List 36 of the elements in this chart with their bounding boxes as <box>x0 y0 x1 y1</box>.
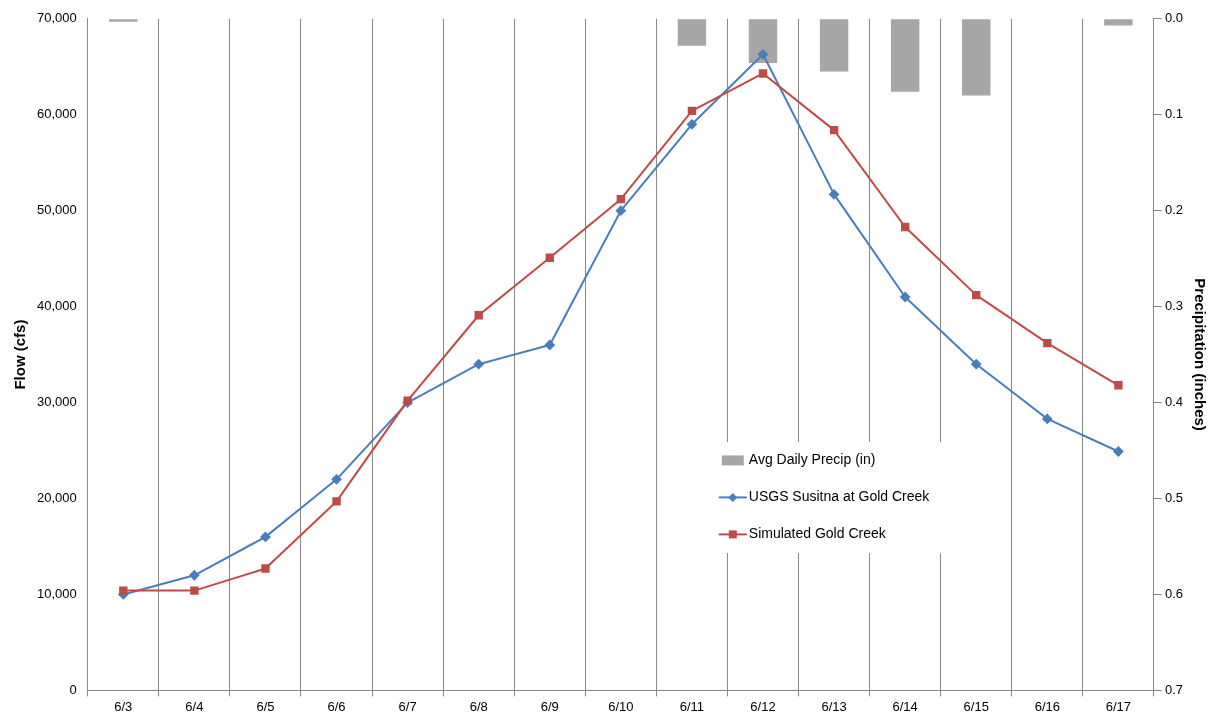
y2-axis-title: Precipitation (inches) <box>1191 278 1209 431</box>
y2-tick-label: 0.5 <box>1164 490 1184 506</box>
y2-tick-label: 0.7 <box>1164 681 1184 697</box>
y-tick-label: 70,000 <box>37 10 77 26</box>
x-tick-label: 6/17 <box>1105 698 1132 714</box>
y2-tick-label: 0.6 <box>1164 586 1184 602</box>
x-tick-label: 6/8 <box>469 698 488 714</box>
y2-tick-label: 0.4 <box>1164 394 1184 410</box>
x-tick-label: 6/7 <box>398 698 417 714</box>
legend-label: USGS Susitna at Gold Creek <box>748 488 931 505</box>
y-tick-label: 40,000 <box>37 298 77 314</box>
x-tick-label: 6/16 <box>1034 698 1060 714</box>
x-tick-label: 6/10 <box>608 698 634 714</box>
y-tick-label: 20,000 <box>37 490 77 506</box>
x-tick-label: 6/11 <box>679 698 705 714</box>
y2-tick-label: 0.2 <box>1164 202 1184 218</box>
y-tick-label: 10,000 <box>37 586 77 602</box>
x-tick-label: 6/5 <box>256 698 275 714</box>
y2-tick-label: 0.0 <box>1164 10 1184 26</box>
y-tick-label: 60,000 <box>37 106 77 122</box>
x-tick-label: 6/13 <box>821 698 847 714</box>
x-tick-label: 6/12 <box>750 698 776 714</box>
legend-label: Simulated Gold Creek <box>748 525 887 542</box>
x-tick-label: 6/6 <box>327 698 346 714</box>
y-axis-title: Flow (cfs) <box>11 319 29 390</box>
y2-tick-label: 0.1 <box>1164 106 1184 122</box>
x-tick-label: 6/4 <box>185 698 204 714</box>
x-tick-label: 6/9 <box>540 698 559 714</box>
y-tick-label: 30,000 <box>37 394 77 410</box>
y-tick-label: 0 <box>69 681 77 697</box>
legend-label: Avg Daily Precip (in) <box>748 451 876 468</box>
y-tick-label: 50,000 <box>37 202 77 218</box>
x-tick-label: 6/3 <box>114 698 133 714</box>
x-tick-label: 6/15 <box>963 698 989 714</box>
x-tick-label: 6/14 <box>892 698 918 714</box>
y2-tick-label: 0.3 <box>1164 298 1184 314</box>
